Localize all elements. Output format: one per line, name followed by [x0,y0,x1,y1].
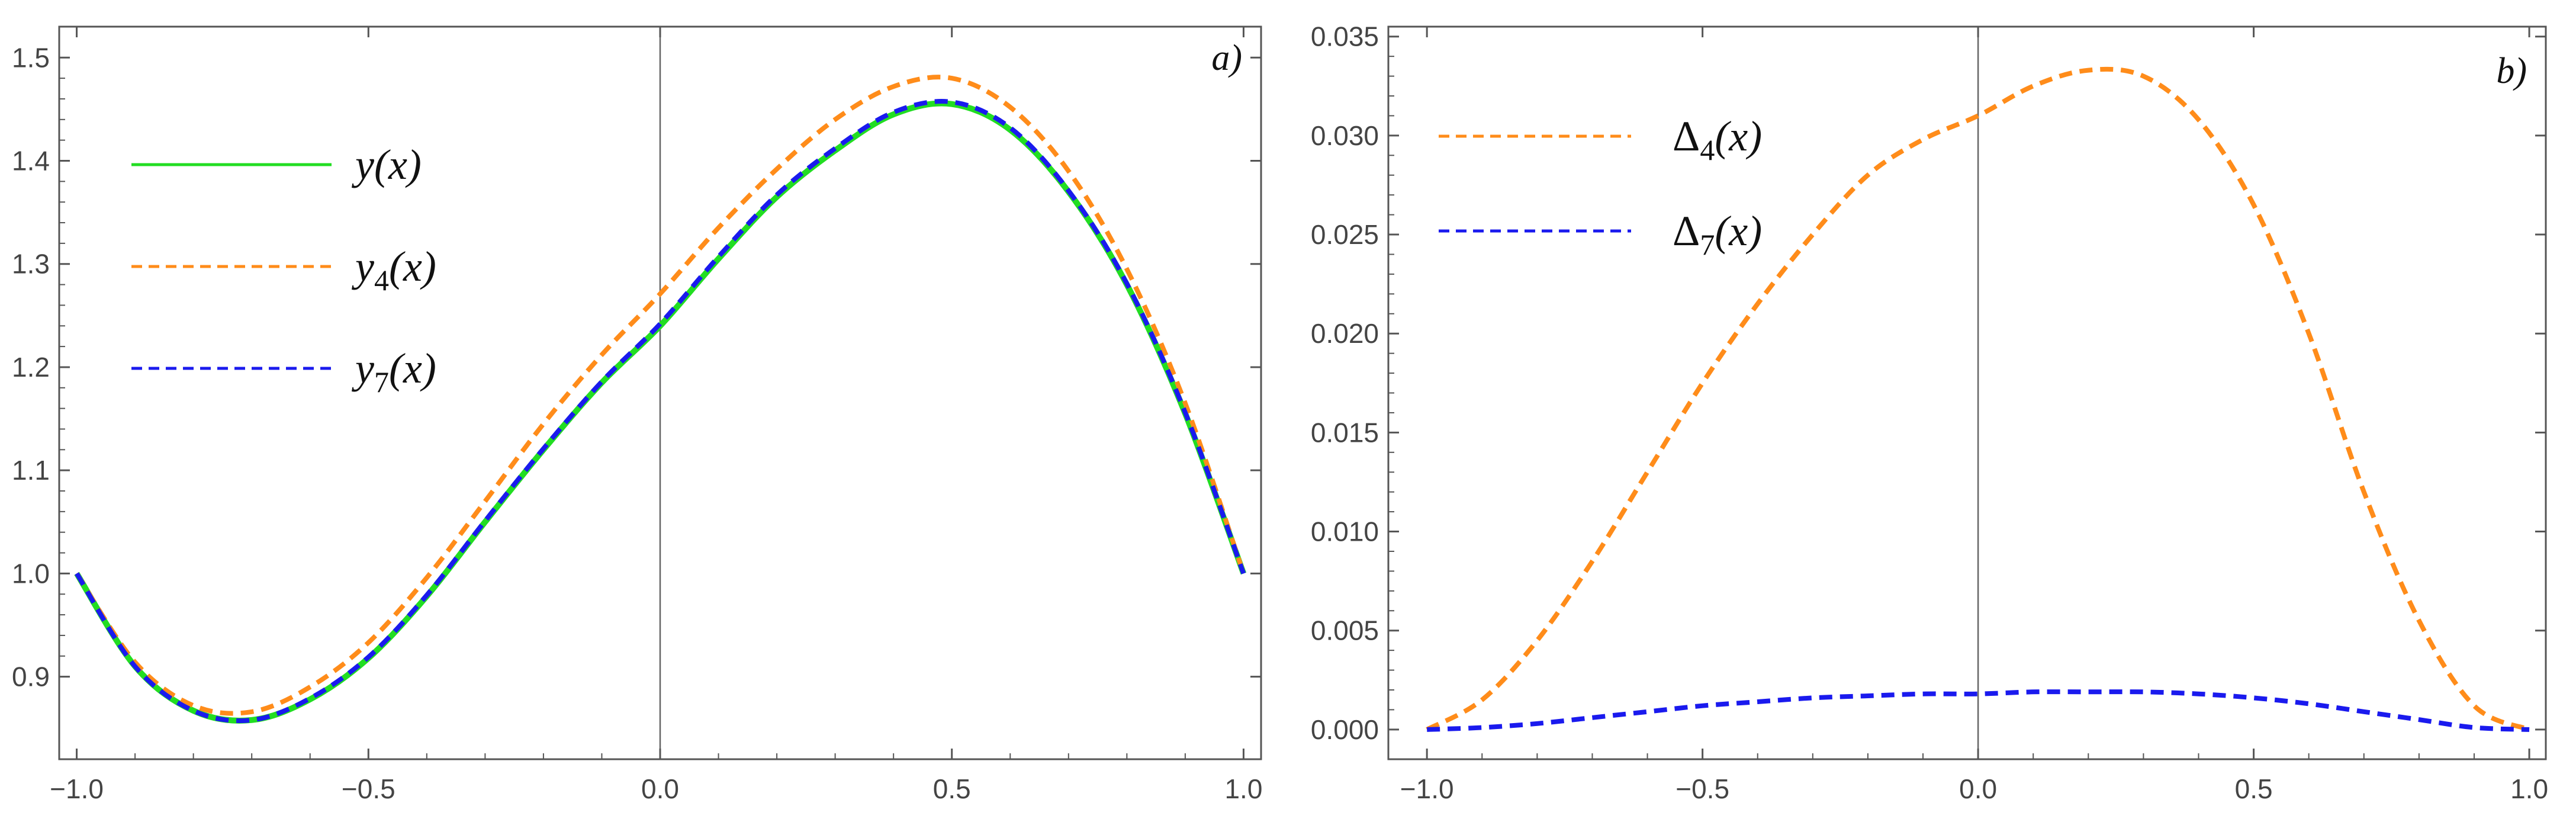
panel-a-x-tick-label: −1.0 [50,773,104,804]
panel-b-x-tick-label: 0.0 [1959,773,1997,804]
panel-b-y-tick-label: 0.010 [1311,516,1379,547]
panel-a-x-tick-label: 0.5 [933,773,971,804]
panel-a-y-tick-label: 1.0 [12,558,50,589]
panel-a-y-tick-label: 0.9 [12,662,50,692]
panel-a-y-tick-label: 1.5 [12,42,50,73]
panel-a-legend-base: y [351,345,374,392]
panel-a-panel-label: a) [1211,38,1242,78]
panel-b-legend-sub: 4 [1700,133,1715,166]
panel-a-legend-label-0: y(x) [351,141,422,188]
panel-a-legend-sub: 7 [374,365,389,399]
panel-a-chart: −1.0 −0.5 0.0 0.5 1.00.91.01.11.21.31.41.5y(… [12,25,1262,804]
panel-b-y-tick-label: 0.005 [1311,615,1379,646]
panel-b-y-tick-label: 0.025 [1311,219,1379,250]
panel-b-legend-arg: (x) [1715,207,1762,255]
panel-a-y-tick-label: 1.4 [12,145,50,176]
panel-b-legend-base: Δ [1673,207,1700,255]
panel-a-legend-arg: (x) [389,243,436,290]
panel-a-x-tick-label: 1.0 [1224,773,1262,804]
panel-b-x-tick-label: −0.5 [1675,773,1729,804]
panel-b-x-tick-label: 1.0 [2510,773,2548,804]
panel-a-y-tick-label: 1.3 [12,249,50,280]
panel-b-y-tick-label: 0.015 [1311,417,1379,448]
panel-b-x-tick-label: 0.5 [2235,773,2273,804]
panel-b-series-0-line [1426,66,2530,732]
panel-b-legend-label-0: Δ4(x) [1673,113,1762,166]
panel-a-legend-arg: (x) [374,141,422,188]
panel-a-y-tick-label: 1.2 [12,352,50,383]
panel-b-y-tick-label: 0.035 [1311,21,1379,52]
panel-b-panel-label: b) [2496,51,2527,91]
panel-b-y-tick-label: 0.000 [1311,714,1379,745]
panel-b-legend-arg: (x) [1715,113,1762,160]
panel-a-legend-arg: (x) [389,345,436,392]
panel-b-y-tick-label: 0.030 [1311,120,1379,151]
panel-a-legend-base: y [351,243,374,290]
panel-a-series-2-line [75,99,1246,723]
panel-a-legend-sub: 4 [374,264,389,297]
panel-b-chart: −1.0 −0.5 0.0 0.5 1.0 0.000 0.005 0.010 0.015 0.0… [1311,21,2548,804]
panel-b-x-tick-label: −1.0 [1400,773,1454,804]
panel-a-legend-label-2: y7(x) [351,345,436,399]
panel-a-x-tick-label: −0.5 [342,773,395,804]
panel-b-y-tick-label: 0.020 [1311,318,1379,349]
panel-b-series-1-line [1427,689,2530,732]
panel-a-legend-label-1: y4(x) [351,243,436,297]
panel-a-y-tick-label: 1.1 [12,455,50,486]
panel-b-legend-base: Δ [1673,113,1700,160]
panel-a-x-tick-label: 0.0 [641,773,679,804]
panel-b-legend-label-1: Δ7(x) [1673,207,1762,261]
panel-a-legend-base: y [351,141,374,188]
panel-b-legend-sub: 7 [1700,228,1715,261]
